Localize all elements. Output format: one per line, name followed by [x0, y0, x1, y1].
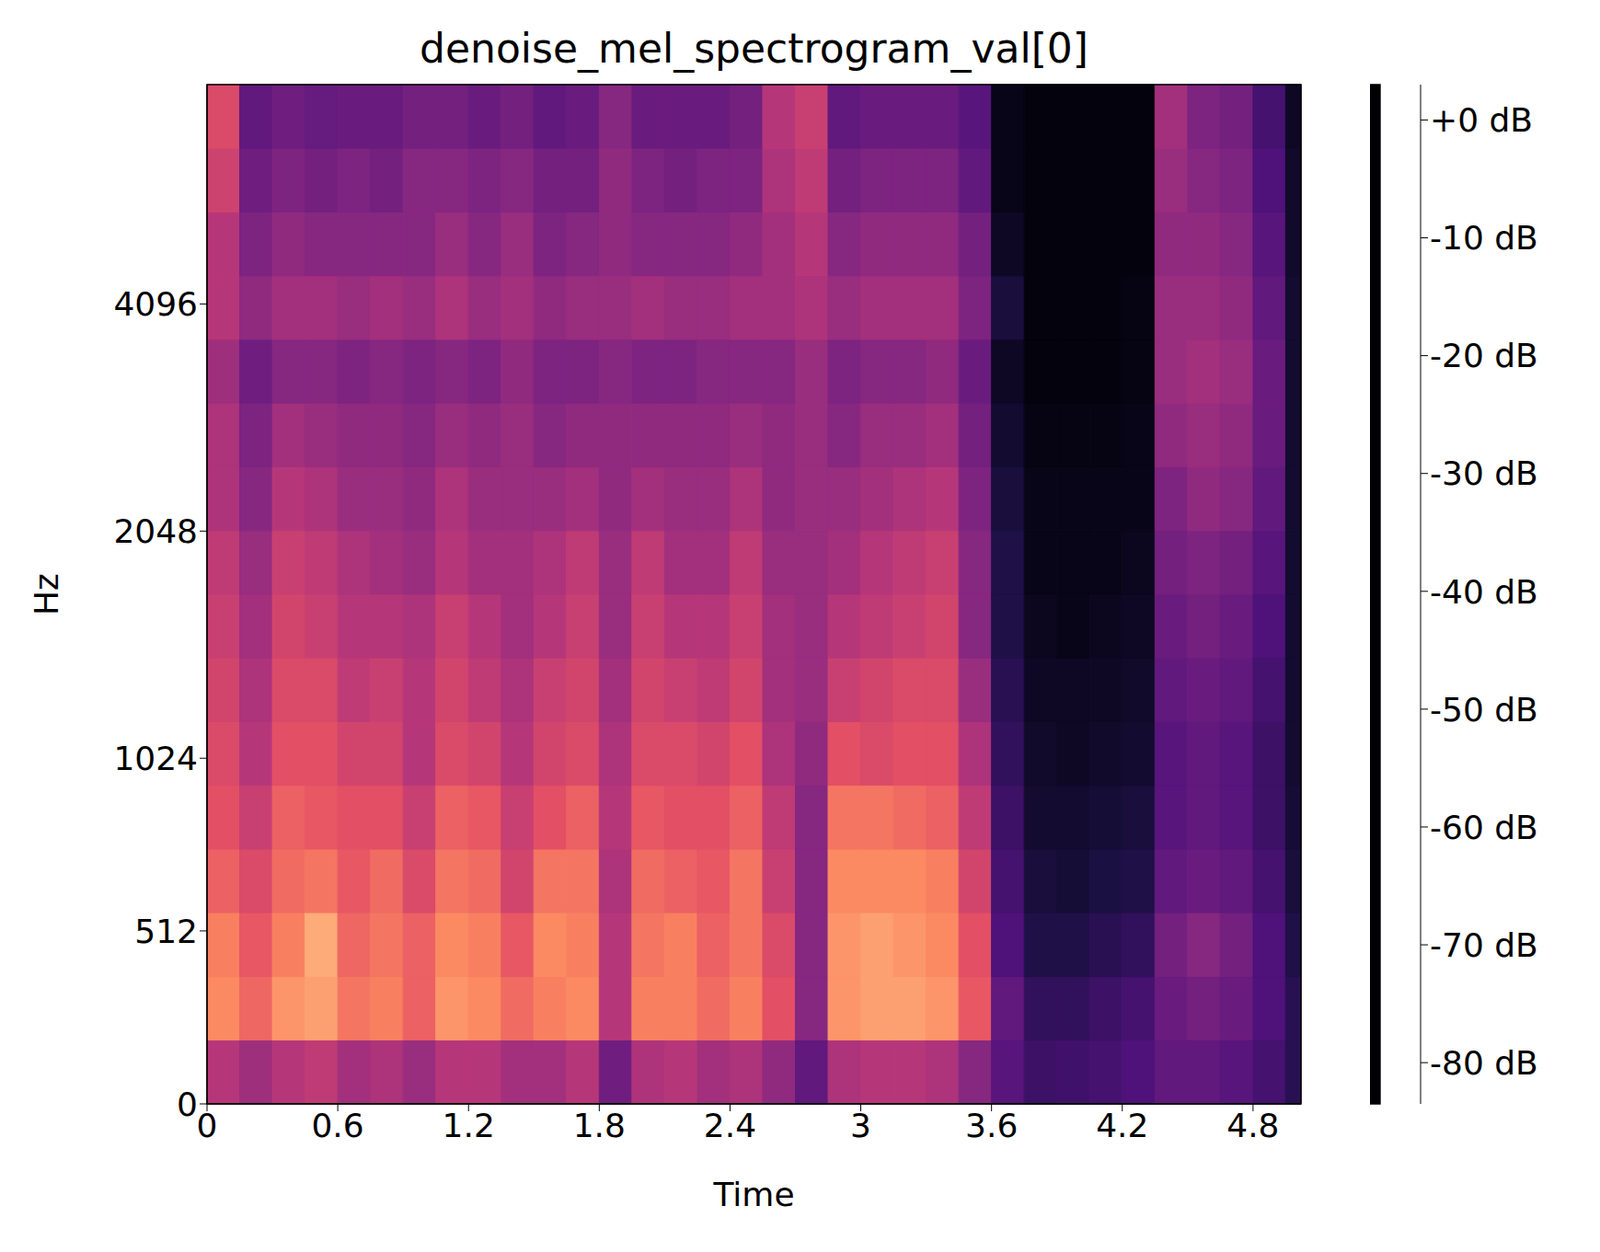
svg-text:-10 dB: -10 dB — [1429, 218, 1539, 257]
html-text:denoise_mel_spectrogram_val[0]: denoise_mel_spectrogram_val[0] — [419, 24, 1089, 72]
svg-text:512: 512 — [134, 912, 198, 951]
svg-text:0: 0 — [176, 1085, 198, 1124]
svg-text:-80 dB: -80 dB — [1429, 1044, 1539, 1083]
svg-text:+0 dB: +0 dB — [1429, 101, 1533, 139]
svg-text:4.8: 4.8 — [1226, 1106, 1279, 1145]
svg-text:-70 dB: -70 dB — [1429, 926, 1539, 965]
svg-text:0: 0 — [196, 1106, 219, 1145]
svg-text:0.6: 0.6 — [310, 1106, 364, 1145]
svg-text:4.2: 4.2 — [1095, 1106, 1149, 1145]
svg-text:-20 dB: -20 dB — [1429, 336, 1539, 375]
svg-text:-30 dB: -30 dB — [1429, 454, 1539, 493]
svg-text:-50 dB: -50 dB — [1429, 690, 1539, 729]
svg-text:-40 dB: -40 dB — [1429, 573, 1539, 611]
svg-text:-60 dB: -60 dB — [1429, 808, 1539, 847]
svg-text:1.2: 1.2 — [442, 1106, 495, 1145]
svg-text:1024: 1024 — [113, 739, 198, 778]
html-text:Hz: Hz — [27, 573, 65, 616]
html-text:Time: Time — [713, 1175, 795, 1214]
svg-text:2.4: 2.4 — [703, 1106, 757, 1145]
svg-text:1.8: 1.8 — [573, 1106, 626, 1145]
svg-text:3.6: 3.6 — [965, 1106, 1018, 1145]
svg-text:3: 3 — [850, 1106, 872, 1145]
svg-text:4096: 4096 — [113, 285, 198, 323]
svg-text:2048: 2048 — [113, 512, 198, 551]
